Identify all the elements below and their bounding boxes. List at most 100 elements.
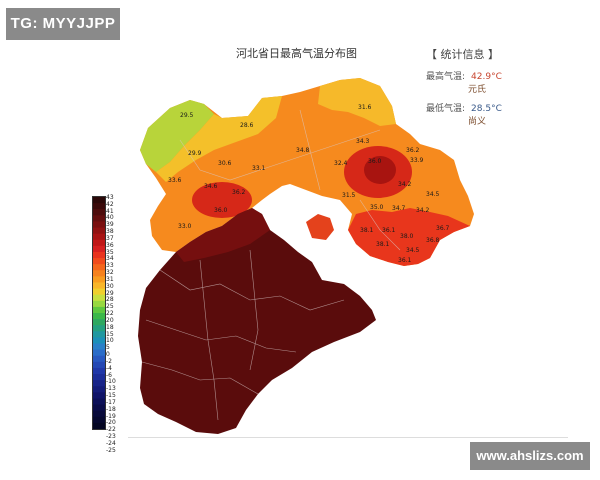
legend-swatch (93, 422, 105, 429)
legend-tick-label: 42 (106, 200, 114, 208)
legend-tick-label: 25 (106, 303, 114, 311)
legend-tick-label: -20 (106, 419, 116, 427)
legend-tick-label: -15 (106, 392, 116, 400)
legend-swatch (93, 233, 105, 241)
legend-swatch (93, 331, 105, 338)
legend-tick-label: 18 (106, 323, 114, 331)
station-label: 34.6 (204, 183, 218, 190)
legend-tick-label: 10 (106, 337, 114, 345)
min-temp-row: 最低气温: 28.5°C (426, 103, 502, 116)
max-temp-value: 42.9°C (471, 72, 502, 82)
station-label: 34.3 (356, 138, 370, 145)
statistics-panel: 【 统计信息 】 最高气温: 42.9°C 元氏 最低气温: 28.5°C 尚义 (426, 46, 502, 129)
legend-swatch (93, 343, 105, 351)
legend-tick-label: -23 (106, 432, 116, 440)
legend-tick-label: 20 (106, 316, 114, 324)
legend-swatch (93, 227, 105, 235)
station-label: 36.2 (406, 147, 420, 154)
legend-swatch (93, 197, 105, 204)
legend-swatch (93, 258, 105, 265)
northeast-warm-zone (318, 78, 396, 126)
legend-swatch (93, 276, 105, 283)
watermark-tag: TG: MYYJJPP (6, 8, 120, 40)
bottom-divider (128, 437, 568, 438)
station-label: 36.2 (232, 189, 246, 196)
station-label: 34.5 (426, 191, 440, 198)
legend-swatch (93, 203, 105, 210)
legend-swatch (93, 325, 105, 332)
legend-tick-label: -19 (106, 412, 116, 420)
legend-swatch (93, 392, 105, 399)
station-label: 31.6 (358, 104, 372, 111)
station-label: 38.1 (376, 241, 390, 248)
max-temp-station: 元氏 (468, 85, 487, 95)
legend-tick-label: 30 (106, 282, 114, 290)
legend-tick-label: 32 (106, 269, 114, 277)
legend-swatch (93, 221, 105, 229)
hotspot-chengde-core (364, 156, 396, 184)
legend-tick-label: -18 (106, 405, 116, 413)
legend-tick-label: 36 (106, 241, 114, 249)
legend-tick-label: 5 (106, 344, 110, 352)
legend-tick-label: 37 (106, 234, 114, 242)
station-label: 34.5 (406, 247, 420, 254)
legend-tick-label: 34 (106, 255, 114, 263)
legend-tick-label: -10 (106, 378, 116, 386)
legend-tick-label: 33 (106, 262, 114, 270)
legend-swatch (93, 361, 105, 369)
station-label: 33.1 (252, 165, 266, 172)
legend-swatch (93, 288, 105, 296)
legend-tick-label: -25 (106, 446, 116, 454)
legend-swatch (93, 209, 105, 216)
legend-swatch (93, 398, 105, 406)
legend-swatch (93, 386, 105, 393)
min-temp-station: 尚义 (468, 117, 487, 127)
hotspot-zhangjiakou (192, 182, 252, 218)
northwest-cool-zone (140, 100, 214, 172)
south-border-zone (176, 208, 270, 262)
legend-tick-label: -17 (106, 398, 116, 406)
tianjin-enclave (306, 214, 334, 240)
legend-swatch (93, 367, 105, 375)
station-label: 36.1 (398, 257, 412, 264)
max-temp-label: 最高气温: (426, 72, 466, 82)
station-label: 38.0 (400, 233, 414, 240)
legend-swatch (93, 404, 105, 412)
legend-swatch (93, 337, 105, 345)
legend-tick-label: -24 (106, 439, 116, 447)
station-label: 38.1 (360, 227, 374, 234)
station-label: 34.2 (398, 181, 412, 188)
legend-tick-label: -2 (106, 357, 112, 365)
legend-swatch (93, 380, 105, 387)
station-label: 36.1 (382, 227, 396, 234)
legend-swatch (93, 313, 105, 320)
legend-swatch (93, 270, 105, 277)
min-temp-label: 最低气温: (426, 104, 466, 114)
legend-tick-label: 29 (106, 289, 114, 297)
legend-tick-label: -22 (106, 426, 116, 434)
station-label: 33.9 (410, 157, 424, 164)
legend-swatch (93, 319, 105, 326)
legend-tick-label: 41 (106, 207, 114, 215)
station-label: 30.6 (218, 160, 232, 167)
legend-tick-label: 35 (106, 248, 114, 256)
legend-swatch (93, 282, 105, 290)
station-label-group: 29.5 28.6 31.6 29.9 30.6 34.8 34.3 36.0 … (168, 104, 450, 264)
county-boundaries (141, 109, 401, 421)
legend-swatch (93, 306, 105, 314)
legend-tick-label: 28 (106, 296, 114, 304)
legend-tick-label: 0 (106, 351, 110, 359)
station-label: 33.0 (178, 223, 192, 230)
station-label: 34.2 (416, 207, 430, 214)
legend-tick-label: 40 (106, 214, 114, 222)
station-label: 36.8 (426, 237, 440, 244)
min-temp-value: 28.5°C (471, 104, 502, 114)
station-label: 32.4 (334, 160, 348, 167)
northeast-coastal-zone (348, 208, 470, 266)
station-label: 31.5 (342, 192, 356, 199)
legend-tick-label: -13 (106, 385, 116, 393)
legend-swatch (93, 374, 105, 381)
legend-swatch (93, 251, 105, 259)
legend-swatch (93, 355, 105, 363)
